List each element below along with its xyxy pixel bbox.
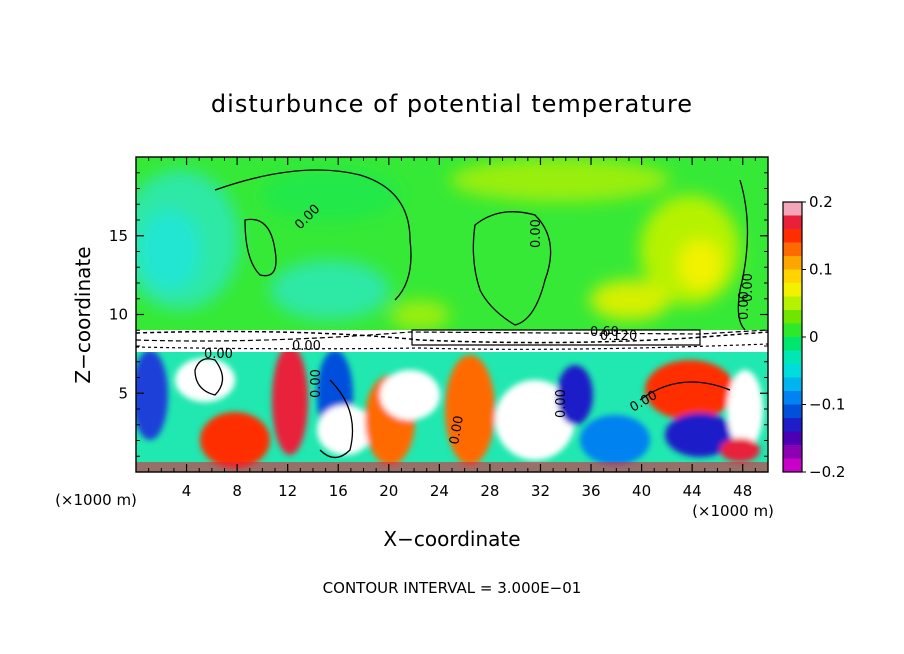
- contour-label: 0.00: [204, 347, 233, 362]
- colorbar-swatch: [783, 445, 802, 459]
- lower-field: [136, 345, 768, 472]
- colorbar-swatch: [783, 431, 802, 446]
- colorbar-swatch: [783, 229, 802, 243]
- x-unit-label: (×1000 m): [692, 502, 774, 520]
- colorbar-swatch: [783, 458, 802, 473]
- x-tick-label: 4: [182, 482, 192, 500]
- contour-label: 0.00: [309, 369, 324, 398]
- colorbar-swatch: [783, 337, 802, 351]
- x-tick-label: 48: [733, 482, 752, 500]
- x-tick-label: 40: [632, 482, 651, 500]
- colorbar-swatch: [783, 269, 802, 284]
- x-tick-label: 28: [480, 482, 499, 500]
- x-tick-label: 8: [232, 482, 242, 500]
- colorbar-swatch: [783, 364, 802, 378]
- colorbar-tick-label: 0.2: [809, 193, 833, 211]
- upper-field: [136, 158, 740, 330]
- colorbar-tick-label: −0.1: [809, 396, 845, 414]
- contour-label: 0.00: [447, 415, 467, 446]
- x-tick-label: 32: [531, 482, 550, 500]
- colorbar-swatch: [783, 215, 802, 230]
- colorbar-tick-label: 0.1: [809, 261, 833, 279]
- plot-area: [136, 157, 768, 472]
- contour-label: 0.00: [554, 389, 569, 418]
- colorbar-swatch: [783, 404, 802, 419]
- colorbar-swatch: [783, 350, 802, 365]
- x-tick-label: 16: [329, 482, 348, 500]
- x-tick-label: 44: [683, 482, 702, 500]
- y-unit-label: (×1000 m): [55, 491, 137, 509]
- contour-interval-footer: CONTOUR INTERVAL = 3.000E−01: [323, 579, 582, 597]
- contour-label: 0.00: [292, 339, 321, 354]
- colorbar-swatch: [783, 256, 802, 270]
- contour-label: 0.00: [529, 219, 544, 248]
- y-tick-label: 10: [109, 306, 128, 324]
- colorbar-tick-label: 0: [809, 328, 819, 346]
- colorbar-swatch: [783, 391, 802, 405]
- contour-label: 0.00: [741, 273, 756, 302]
- colorbar-tick-label: −0.2: [809, 463, 845, 481]
- contour-label: 0.00: [737, 291, 752, 320]
- y-axis-title: Z−coordinate: [71, 246, 95, 383]
- colorbar-swatch: [783, 283, 802, 297]
- colorbar-swatch: [783, 296, 802, 311]
- x-tick-label: 36: [581, 482, 600, 500]
- chart-title: disturbunce of potential temperature: [211, 90, 693, 118]
- y-tick-label: 5: [118, 384, 128, 402]
- y-tick-label: 15: [109, 227, 128, 245]
- inversion-band: [136, 329, 768, 352]
- colorbar-swatch: [783, 323, 802, 338]
- x-tick-label: 12: [278, 482, 297, 500]
- colorbar-swatch: [783, 310, 802, 324]
- y-axis: 5 10 15: [109, 172, 768, 457]
- colorbar-swatch: [783, 418, 802, 432]
- x-tick-label: 24: [430, 482, 449, 500]
- x-tick-label: 20: [379, 482, 398, 500]
- colorbar: 0.2 0.1 0 −0.1 −0.2: [782, 193, 845, 481]
- contour-lines: [194, 169, 749, 459]
- colorbar-swatch: [783, 242, 802, 257]
- x-axis: 4 8 12 16 20 24 28 32 36 40 44 48: [148, 157, 756, 500]
- x-axis-title: X−coordinate: [383, 527, 520, 551]
- contour-label: 0.60: [590, 325, 619, 340]
- colorbar-swatch: [783, 202, 802, 216]
- colorbar-swatch: [783, 377, 802, 392]
- contour-label: 0.120: [600, 329, 637, 344]
- contour-label-group: 0.00 0.00 0.00 0.00 0.00 0.00 0.00 0.00 …: [204, 202, 756, 446]
